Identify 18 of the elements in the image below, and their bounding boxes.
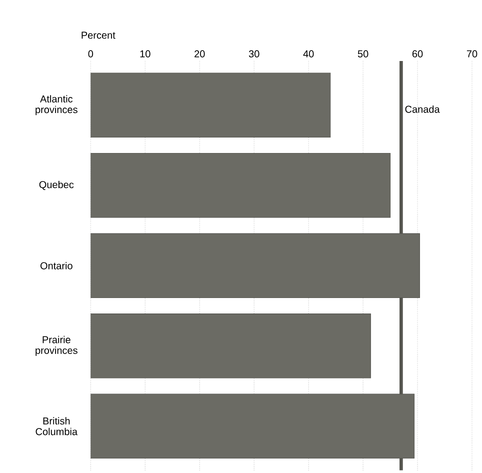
ref-line-label: Canada — [405, 105, 440, 113]
y-tick-label: Ontario — [40, 262, 72, 270]
x-tick-label: 30 — [248, 50, 260, 58]
y-tick-label: Quebec — [39, 180, 74, 190]
x-tick-label: 50 — [358, 50, 368, 58]
x-tick-label: 10 — [140, 50, 150, 58]
x-tick-label: 60 — [412, 50, 423, 58]
x-axis-title: Percent — [82, 32, 116, 39]
x-tick-label: 20 — [194, 50, 205, 58]
bar — [90, 314, 371, 378]
bar — [90, 72, 331, 138]
y-tick-label: British Columbia — [36, 417, 78, 436]
bar — [90, 153, 391, 218]
x-tick-label: 70 — [466, 50, 478, 58]
y-tick-label: Prairie provinces — [36, 336, 78, 356]
x-tick-label: 40 — [303, 50, 314, 58]
x-tick-label: 0 — [88, 50, 94, 58]
y-tick-label: Atlantic provinces — [36, 95, 78, 116]
